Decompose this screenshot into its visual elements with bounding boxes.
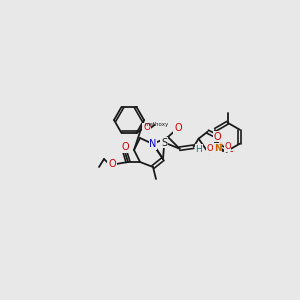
- Text: O: O: [174, 123, 182, 133]
- Text: O: O: [121, 142, 129, 152]
- Text: O: O: [206, 144, 213, 153]
- Text: O: O: [224, 142, 231, 151]
- Text: O: O: [143, 124, 150, 133]
- Text: -: -: [230, 146, 233, 156]
- Text: O: O: [108, 159, 116, 169]
- Text: H: H: [195, 145, 202, 154]
- Text: N: N: [214, 144, 221, 153]
- Text: O: O: [214, 132, 221, 142]
- Text: N: N: [149, 139, 157, 149]
- Text: methoxy: methoxy: [144, 122, 169, 128]
- Text: +: +: [218, 142, 224, 148]
- Text: S: S: [161, 138, 167, 148]
